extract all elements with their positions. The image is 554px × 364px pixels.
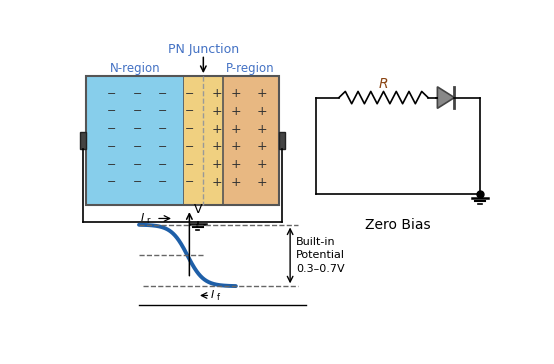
Bar: [184, 76, 223, 205]
Text: +: +: [256, 87, 267, 100]
Text: P-region: P-region: [226, 62, 275, 75]
Text: N-region: N-region: [110, 62, 161, 75]
Text: +: +: [256, 105, 267, 118]
Text: +: +: [230, 123, 241, 136]
Text: −: −: [184, 142, 194, 152]
Text: +: +: [212, 123, 223, 136]
Text: −: −: [157, 89, 167, 99]
Text: −: −: [107, 106, 116, 116]
Text: +: +: [212, 158, 223, 171]
Text: I: I: [211, 290, 214, 300]
Text: −: −: [184, 177, 194, 187]
Text: r: r: [146, 216, 150, 225]
Text: −: −: [133, 124, 142, 134]
Text: −: −: [157, 159, 167, 170]
Text: −: −: [133, 177, 142, 187]
Text: −: −: [157, 177, 167, 187]
Text: −: −: [107, 177, 116, 187]
Text: +: +: [212, 105, 223, 118]
Text: V: V: [194, 203, 203, 216]
Text: −: −: [133, 159, 142, 170]
Text: Zero Bias: Zero Bias: [365, 218, 430, 232]
Text: +: +: [256, 176, 267, 189]
Text: +: +: [230, 105, 241, 118]
Text: I: I: [141, 213, 144, 223]
Text: +: +: [230, 158, 241, 171]
Text: +: +: [256, 141, 267, 153]
Text: +: +: [230, 176, 241, 189]
Text: −: −: [184, 89, 194, 99]
Text: +: +: [230, 141, 241, 153]
Polygon shape: [437, 87, 454, 108]
Text: +: +: [212, 176, 223, 189]
Bar: [223, 76, 279, 205]
Text: −: −: [157, 106, 167, 116]
Bar: [86, 76, 184, 205]
Text: +: +: [212, 141, 223, 153]
Text: −: −: [184, 124, 194, 134]
Text: −: −: [157, 124, 167, 134]
Text: +: +: [256, 158, 267, 171]
Text: −: −: [107, 89, 116, 99]
Text: −: −: [184, 159, 194, 170]
Bar: [86, 76, 279, 205]
Text: −: −: [184, 106, 194, 116]
Text: +: +: [230, 87, 241, 100]
Text: PN Junction: PN Junction: [168, 43, 239, 56]
Text: Built-in
Potential
0.3–0.7V: Built-in Potential 0.3–0.7V: [296, 237, 345, 274]
Text: −: −: [133, 106, 142, 116]
Text: −: −: [107, 124, 116, 134]
Text: +: +: [256, 123, 267, 136]
Bar: [80, 132, 86, 149]
Text: R: R: [379, 77, 388, 91]
Text: f: f: [217, 293, 219, 302]
Text: −: −: [157, 142, 167, 152]
Text: −: −: [133, 142, 142, 152]
Text: +: +: [212, 87, 223, 100]
Text: −: −: [133, 89, 142, 99]
Text: −: −: [107, 159, 116, 170]
Text: −: −: [107, 142, 116, 152]
Bar: [279, 132, 285, 149]
